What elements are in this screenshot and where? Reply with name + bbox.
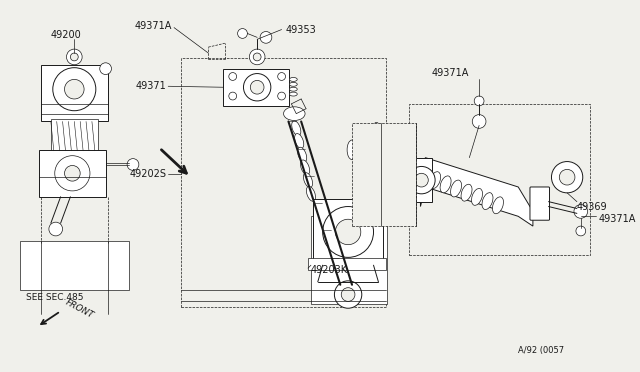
Circle shape xyxy=(341,288,355,301)
Ellipse shape xyxy=(440,176,451,193)
Ellipse shape xyxy=(301,160,310,175)
Text: FRONT: FRONT xyxy=(63,298,95,320)
Bar xyxy=(308,259,386,270)
Circle shape xyxy=(67,49,82,65)
Bar xyxy=(411,158,432,202)
Circle shape xyxy=(408,166,435,194)
Circle shape xyxy=(415,173,428,187)
Text: 49353: 49353 xyxy=(285,25,316,35)
Circle shape xyxy=(472,115,486,128)
Circle shape xyxy=(260,32,272,43)
Bar xyxy=(223,69,289,106)
Bar xyxy=(20,241,129,290)
Text: 49202S: 49202S xyxy=(129,169,166,179)
Circle shape xyxy=(278,92,285,100)
Text: 49369: 49369 xyxy=(577,202,607,212)
Circle shape xyxy=(237,29,248,38)
Circle shape xyxy=(250,49,265,65)
Circle shape xyxy=(559,169,575,185)
Ellipse shape xyxy=(289,87,297,91)
Circle shape xyxy=(229,92,237,100)
Ellipse shape xyxy=(303,173,312,187)
Ellipse shape xyxy=(284,107,305,121)
Circle shape xyxy=(323,206,374,257)
Ellipse shape xyxy=(472,189,483,205)
Ellipse shape xyxy=(347,140,357,160)
Ellipse shape xyxy=(289,77,297,81)
Text: 49203K: 49203K xyxy=(311,265,348,275)
Circle shape xyxy=(55,156,90,191)
Ellipse shape xyxy=(372,122,381,142)
Circle shape xyxy=(278,73,285,80)
Ellipse shape xyxy=(381,135,391,155)
Ellipse shape xyxy=(307,186,316,201)
Circle shape xyxy=(127,158,139,170)
Bar xyxy=(39,150,106,197)
Text: 49371: 49371 xyxy=(136,81,166,91)
Circle shape xyxy=(335,219,361,245)
Ellipse shape xyxy=(451,180,461,197)
Circle shape xyxy=(49,222,63,236)
Bar xyxy=(41,65,108,122)
Ellipse shape xyxy=(482,193,493,209)
Bar xyxy=(51,119,98,153)
Ellipse shape xyxy=(292,121,301,136)
Circle shape xyxy=(229,73,237,80)
Circle shape xyxy=(250,80,264,94)
Circle shape xyxy=(65,79,84,99)
Circle shape xyxy=(243,74,271,101)
Circle shape xyxy=(53,68,96,111)
Ellipse shape xyxy=(429,172,440,189)
FancyBboxPatch shape xyxy=(530,187,550,220)
Text: SEE SEC.485: SEE SEC.485 xyxy=(26,293,84,302)
Ellipse shape xyxy=(289,92,297,96)
Circle shape xyxy=(576,226,586,236)
Circle shape xyxy=(474,96,484,106)
Text: 49371A: 49371A xyxy=(134,20,172,31)
Text: A/92 (0057: A/92 (0057 xyxy=(518,346,564,355)
Bar xyxy=(313,199,383,265)
Circle shape xyxy=(253,53,261,61)
Circle shape xyxy=(335,281,362,308)
Circle shape xyxy=(574,205,588,218)
Ellipse shape xyxy=(493,197,504,214)
Ellipse shape xyxy=(289,82,297,86)
Circle shape xyxy=(70,53,78,61)
Ellipse shape xyxy=(298,147,307,162)
Ellipse shape xyxy=(461,184,472,201)
Polygon shape xyxy=(420,158,533,226)
Bar xyxy=(409,104,589,256)
Circle shape xyxy=(65,166,80,181)
Circle shape xyxy=(552,161,583,193)
Ellipse shape xyxy=(391,148,401,167)
Text: 49371A: 49371A xyxy=(598,214,636,224)
Bar xyxy=(311,216,387,304)
Ellipse shape xyxy=(294,134,304,148)
Bar xyxy=(181,58,386,307)
Circle shape xyxy=(100,63,111,74)
Text: 49200: 49200 xyxy=(51,31,81,41)
Text: 49371A: 49371A xyxy=(431,68,468,78)
Bar xyxy=(352,124,415,226)
Ellipse shape xyxy=(357,153,367,172)
